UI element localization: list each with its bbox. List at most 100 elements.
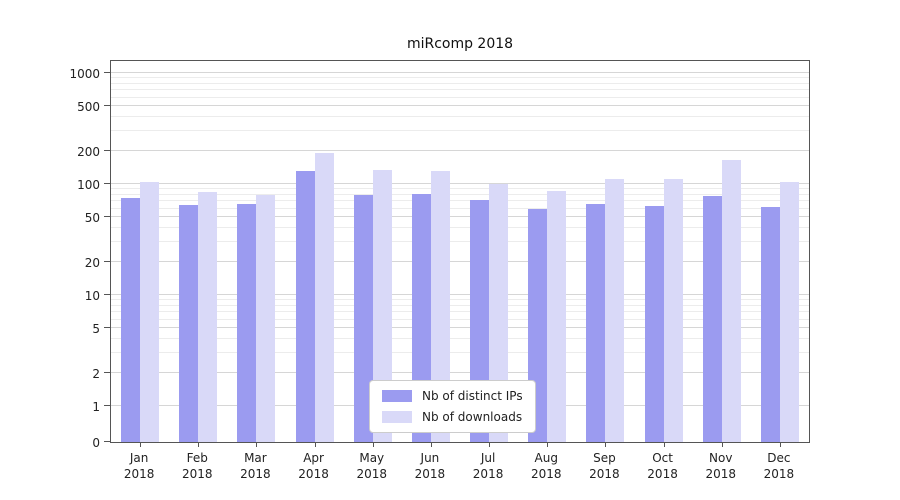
bar-distinct-ips bbox=[760, 207, 780, 442]
y-tick-label: 20 bbox=[84, 255, 100, 270]
plot-area: Nb of distinct IPs Nb of downloads bbox=[104, 60, 810, 447]
major-gridline bbox=[111, 294, 809, 295]
x-tick-label: Jan 2018 bbox=[123, 451, 155, 481]
x-tick-mark bbox=[430, 442, 432, 447]
minor-gridline bbox=[111, 352, 809, 354]
minor-gridline bbox=[111, 227, 809, 229]
major-gridline bbox=[111, 149, 809, 151]
bar-downloads bbox=[547, 190, 567, 442]
x-tick-label: Oct 2018 bbox=[647, 451, 678, 481]
gridline-layer bbox=[111, 61, 809, 442]
x-tick-mark bbox=[489, 442, 491, 447]
bar-downloads bbox=[430, 171, 450, 442]
bar-distinct-ips bbox=[295, 171, 315, 442]
x-tick-mark bbox=[605, 442, 607, 447]
x-tick-label: Sep 2018 bbox=[589, 451, 620, 481]
minor-gridline bbox=[111, 207, 809, 209]
bar-downloads bbox=[198, 191, 218, 442]
x-tick-mark bbox=[663, 442, 665, 447]
y-tick-label: 100 bbox=[77, 178, 100, 192]
x-tick-label: Dec 2018 bbox=[763, 451, 795, 481]
legend-entry-downloads: Nb of downloads bbox=[382, 410, 523, 424]
x-tick-label: Jul 2018 bbox=[472, 451, 504, 481]
bars-layer bbox=[111, 61, 809, 442]
y-tick-mark bbox=[104, 216, 110, 218]
major-gridline bbox=[111, 216, 809, 218]
x-tick-label: Aug 2018 bbox=[530, 451, 562, 481]
major-gridline bbox=[111, 183, 809, 184]
x-tick-label: Apr 2018 bbox=[298, 451, 329, 481]
x-tick-label: Jun 2018 bbox=[414, 451, 446, 481]
minor-gridline bbox=[111, 304, 809, 306]
x-tick-mark bbox=[372, 442, 374, 447]
y-tick-mark bbox=[104, 183, 110, 184]
bar-downloads bbox=[314, 153, 334, 442]
minor-gridline bbox=[111, 130, 809, 132]
minor-gridline bbox=[111, 200, 809, 202]
chart-title: miRcomp 2018 bbox=[406, 36, 514, 52]
bar-downloads bbox=[256, 194, 276, 442]
y-tick-mark bbox=[104, 260, 110, 262]
y-tick-mark bbox=[104, 294, 110, 295]
y-tick-mark bbox=[104, 327, 110, 329]
x-tick-mark bbox=[779, 442, 781, 447]
bar-downloads bbox=[779, 181, 799, 442]
y-tick-mark bbox=[104, 405, 110, 406]
bar-distinct-ips bbox=[586, 204, 606, 442]
x-tick-mark bbox=[198, 442, 200, 447]
minor-gridline bbox=[111, 116, 809, 118]
x-tick-label: Nov 2018 bbox=[705, 451, 737, 481]
y-tick-label: 200 bbox=[77, 144, 100, 159]
minor-gridline bbox=[111, 299, 809, 301]
major-gridline bbox=[111, 371, 809, 373]
y-tick-label: 50 bbox=[84, 211, 100, 226]
major-gridline bbox=[111, 260, 809, 262]
major-gridline bbox=[111, 105, 809, 107]
minor-gridline bbox=[111, 77, 809, 79]
y-tick-label: 2 bbox=[92, 366, 100, 381]
major-gridline bbox=[111, 72, 809, 73]
bar-downloads bbox=[605, 179, 625, 442]
legend-swatch-downloads bbox=[382, 411, 412, 423]
minor-gridline bbox=[111, 311, 809, 313]
y-tick-mark bbox=[104, 371, 110, 373]
minor-gridline bbox=[111, 89, 809, 91]
bar-downloads bbox=[489, 184, 509, 442]
y-tick-mark bbox=[104, 72, 110, 73]
y-tick-label: 10 bbox=[84, 289, 100, 303]
x-tick-label: Mar 2018 bbox=[240, 451, 271, 481]
x-tick-mark bbox=[547, 442, 549, 447]
bar-distinct-ips bbox=[353, 194, 373, 442]
x-axis-labels: Jan 2018 Feb 2018 Mar 2018 Apr 2018 May 2018 Jun 20… bbox=[110, 450, 810, 490]
x-tick-label: Feb 2018 bbox=[181, 451, 213, 481]
minor-gridline bbox=[111, 241, 809, 243]
x-tick-mark bbox=[256, 442, 258, 447]
minor-gridline bbox=[111, 193, 809, 195]
legend: Nb of distinct IPs Nb of downloads bbox=[369, 380, 536, 433]
x-tick-mark bbox=[140, 442, 142, 447]
bar-distinct-ips bbox=[644, 205, 664, 442]
bar-distinct-ips bbox=[702, 195, 722, 442]
major-gridline bbox=[111, 327, 809, 329]
legend-entry-distinct-ips: Nb of distinct IPs bbox=[382, 389, 523, 403]
y-axis-labels: 0 1 2 5 10 20 50 100 200 500 1000 bbox=[0, 60, 100, 449]
minor-gridline bbox=[111, 318, 809, 320]
bar-downloads bbox=[663, 178, 683, 442]
y-tick-label: 5 bbox=[92, 322, 100, 337]
y-tick-mark bbox=[104, 149, 110, 151]
y-tick-label: 1000 bbox=[69, 67, 100, 81]
bar-downloads bbox=[140, 181, 160, 442]
legend-label-distinct-ips: Nb of distinct IPs bbox=[422, 389, 523, 403]
bar-downloads bbox=[721, 159, 741, 442]
bar-distinct-ips bbox=[237, 204, 257, 442]
y-tick-label: 1 bbox=[92, 400, 100, 414]
y-tick-mark bbox=[104, 441, 110, 442]
x-tick-mark bbox=[314, 442, 316, 447]
x-tick-mark bbox=[721, 442, 723, 447]
minor-gridline bbox=[111, 188, 809, 190]
y-tick-label: 0 bbox=[92, 436, 100, 450]
bar-downloads bbox=[372, 169, 392, 442]
y-tick-label: 500 bbox=[77, 100, 100, 115]
minor-gridline bbox=[111, 338, 809, 340]
